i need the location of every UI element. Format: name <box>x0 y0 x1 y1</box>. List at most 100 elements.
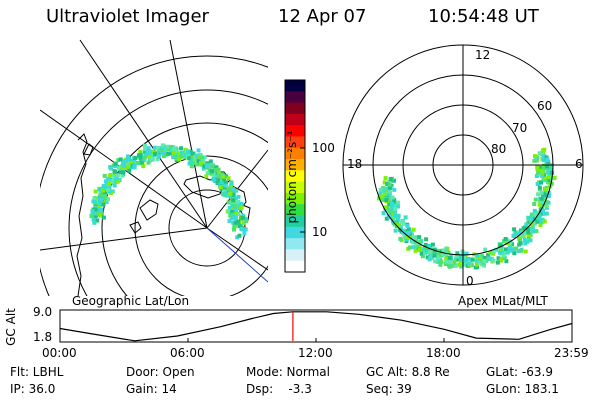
colorbar-tick-10: 10 <box>312 225 328 239</box>
aurora-pixel <box>226 176 231 181</box>
colorbar-cell <box>285 238 305 250</box>
aurora-pixel <box>163 152 168 157</box>
colorbar-cell <box>285 170 305 183</box>
aurora-pixel <box>444 254 449 259</box>
aurora-pixel <box>156 151 161 156</box>
aurora-pixel <box>138 155 143 160</box>
colorbar-cell <box>285 204 305 217</box>
aurora-pixel <box>384 198 389 203</box>
aurora-pixel <box>529 212 534 217</box>
aurora-pixel <box>388 177 393 181</box>
aurora-pixel <box>498 258 503 263</box>
aurora-pixel <box>222 178 227 183</box>
aurora-pixel <box>171 148 176 153</box>
aurora-pixel <box>404 234 409 239</box>
aurora-pixel <box>448 260 452 265</box>
aurora-pixel <box>202 155 207 160</box>
aurora-pixel <box>386 193 391 198</box>
colorbar-cell <box>285 260 305 273</box>
status-door: Door: Open <box>126 365 195 379</box>
aurora-pixel <box>94 204 99 209</box>
aurora-pixel <box>390 197 395 201</box>
aurora-pixel <box>495 260 500 265</box>
aurora-pixel <box>411 227 416 232</box>
aurora-pixel <box>180 154 185 159</box>
aurora-pixel <box>538 211 543 216</box>
x-tick-2359: 23:59 <box>554 346 589 360</box>
gc-alt-axis-label: GC Alt <box>4 308 18 346</box>
aurora-pixel <box>419 251 424 256</box>
aurora-pixel <box>483 247 488 252</box>
aurora-pixel <box>537 185 542 190</box>
aurora-pixel <box>169 148 174 153</box>
aurora-pixel <box>415 245 420 250</box>
aurora-pixel <box>102 173 107 178</box>
aurora-pixel <box>542 164 546 169</box>
aurora-pixel <box>113 164 118 169</box>
aurora-pixel <box>519 248 524 253</box>
aurora-pixel <box>145 154 150 159</box>
aurora-pixel <box>402 234 407 239</box>
aurora-pixel <box>547 175 551 179</box>
mlt-label-18: 18 <box>347 157 363 171</box>
aurora-pixel <box>199 158 203 163</box>
aurora-pixel <box>95 211 99 216</box>
aurora-pixel <box>524 222 529 227</box>
aurora-pixel <box>236 219 241 224</box>
aurora-pixel <box>547 178 552 183</box>
aurora-pixel <box>536 192 541 197</box>
aurora-pixel <box>121 170 126 175</box>
geographic-map <box>40 39 268 296</box>
right-aurora-pixels <box>376 147 557 270</box>
aurora-pixel <box>222 187 227 192</box>
aurora-pixel <box>381 211 386 215</box>
aurora-pixel <box>227 205 232 210</box>
aurora-pixel <box>242 231 247 236</box>
aurora-pixel <box>518 241 523 246</box>
aurora-pixel <box>177 151 181 156</box>
aurora-pixel <box>502 256 507 261</box>
aurora-pixel <box>174 149 179 154</box>
aurora-pixel <box>112 183 117 188</box>
aurora-pixel <box>536 213 541 218</box>
aurora-pixel <box>128 165 133 170</box>
aurora-pixel <box>542 219 547 224</box>
aurora-pixel <box>526 235 531 240</box>
aurora-pixel <box>543 211 548 216</box>
aurora-pixel <box>488 250 493 255</box>
aurora-pixel <box>231 198 236 203</box>
colorbar-cell <box>285 226 305 239</box>
aurora-pixel <box>109 166 113 171</box>
aurora-pixel <box>231 220 236 225</box>
lat-label-60: 60 <box>537 99 553 113</box>
aurora-pixel <box>219 181 224 186</box>
aurora-pixel <box>164 147 169 152</box>
aurora-pixel <box>445 259 449 264</box>
aurora-pixel <box>537 202 542 207</box>
aurora-pixel <box>143 149 148 154</box>
aurora-pixel <box>400 219 405 224</box>
left-panel-caption: Geographic Lat/Lon <box>72 294 190 308</box>
status-gain: Gain: 14 <box>126 382 177 396</box>
aurora-pixel <box>539 150 544 155</box>
aurora-pixel <box>494 247 499 252</box>
aurora-pixel <box>513 232 518 237</box>
aurora-pixel <box>430 242 435 247</box>
aurora-pixel <box>541 158 546 163</box>
aurora-pixel <box>234 216 238 221</box>
aurora-pixel <box>188 160 193 165</box>
aurora-pixel <box>535 219 540 224</box>
lat-label-80: 80 <box>491 142 507 156</box>
aurora-pixel <box>396 223 401 228</box>
aurora-pixel <box>539 196 544 201</box>
aurora-pixel <box>538 165 543 170</box>
aurora-pixel <box>550 170 555 175</box>
colorbar-cell <box>285 147 305 160</box>
aurora-pixel <box>224 174 228 179</box>
aurora-pixel <box>216 167 221 172</box>
aurora-pixel <box>236 199 241 204</box>
aurora-pixel <box>526 227 531 232</box>
aurora-pixel <box>523 249 528 254</box>
aurora-pixel <box>93 207 98 212</box>
aurora-pixel <box>456 257 461 262</box>
